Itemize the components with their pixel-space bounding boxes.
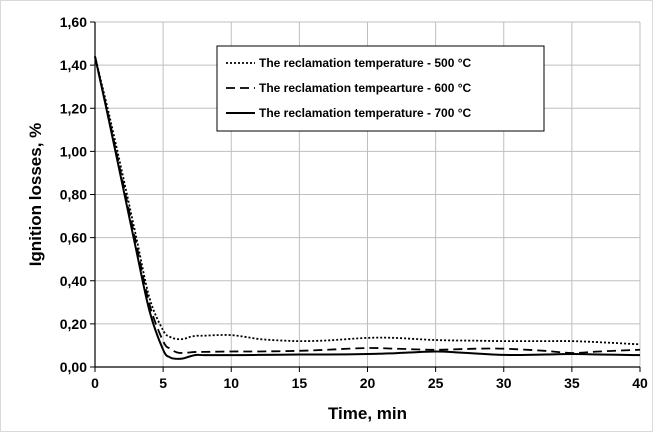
legend: The reclamation temperature - 500 °C The … (216, 45, 545, 132)
legend-label: The reclamation temperature - 500 °C (259, 56, 472, 70)
x-tick-label: 20 (360, 375, 376, 391)
legend-box (216, 45, 545, 132)
y-tick-label: 0,00 (60, 359, 87, 375)
y-axis-title: Ignition losses, % (26, 123, 45, 267)
x-tick-label: 40 (632, 375, 648, 391)
series-line-solid (94, 56, 641, 360)
y-tick-label: 0,60 (60, 230, 87, 246)
y-tick-label: 1,40 (60, 57, 87, 73)
x-tick-label: 5 (159, 375, 167, 391)
legend-label: The reclamation tempearture - 600 °C (259, 81, 472, 95)
legend-label: The reclamation temperature - 700 °C (259, 106, 472, 120)
x-tick-label: 30 (496, 375, 512, 391)
x-tick-label: 35 (564, 375, 580, 391)
x-tick-label: 25 (428, 375, 444, 391)
y-tick-label: 1,00 (60, 143, 87, 159)
series-lines (94, 56, 641, 360)
y-tick-label: 0,20 (60, 316, 87, 332)
axes: 0,00 0,20 0,40 0,60 0,80 1,00 1,20 1,40 1,60 0 5 10… (60, 14, 648, 391)
x-tick-label: 15 (292, 375, 308, 391)
x-tick-label: 10 (223, 375, 239, 391)
x-axis-title: Time, min (328, 404, 407, 423)
y-tick-label: 0,40 (60, 273, 87, 289)
x-tick-label: 0 (91, 375, 99, 391)
y-tick-label: 1,60 (60, 14, 87, 30)
y-tick-label: 1,20 (60, 100, 87, 116)
series-line-dashed (94, 56, 641, 354)
y-tick-label: 0,80 (60, 187, 87, 203)
series-line-dotted (94, 56, 641, 346)
